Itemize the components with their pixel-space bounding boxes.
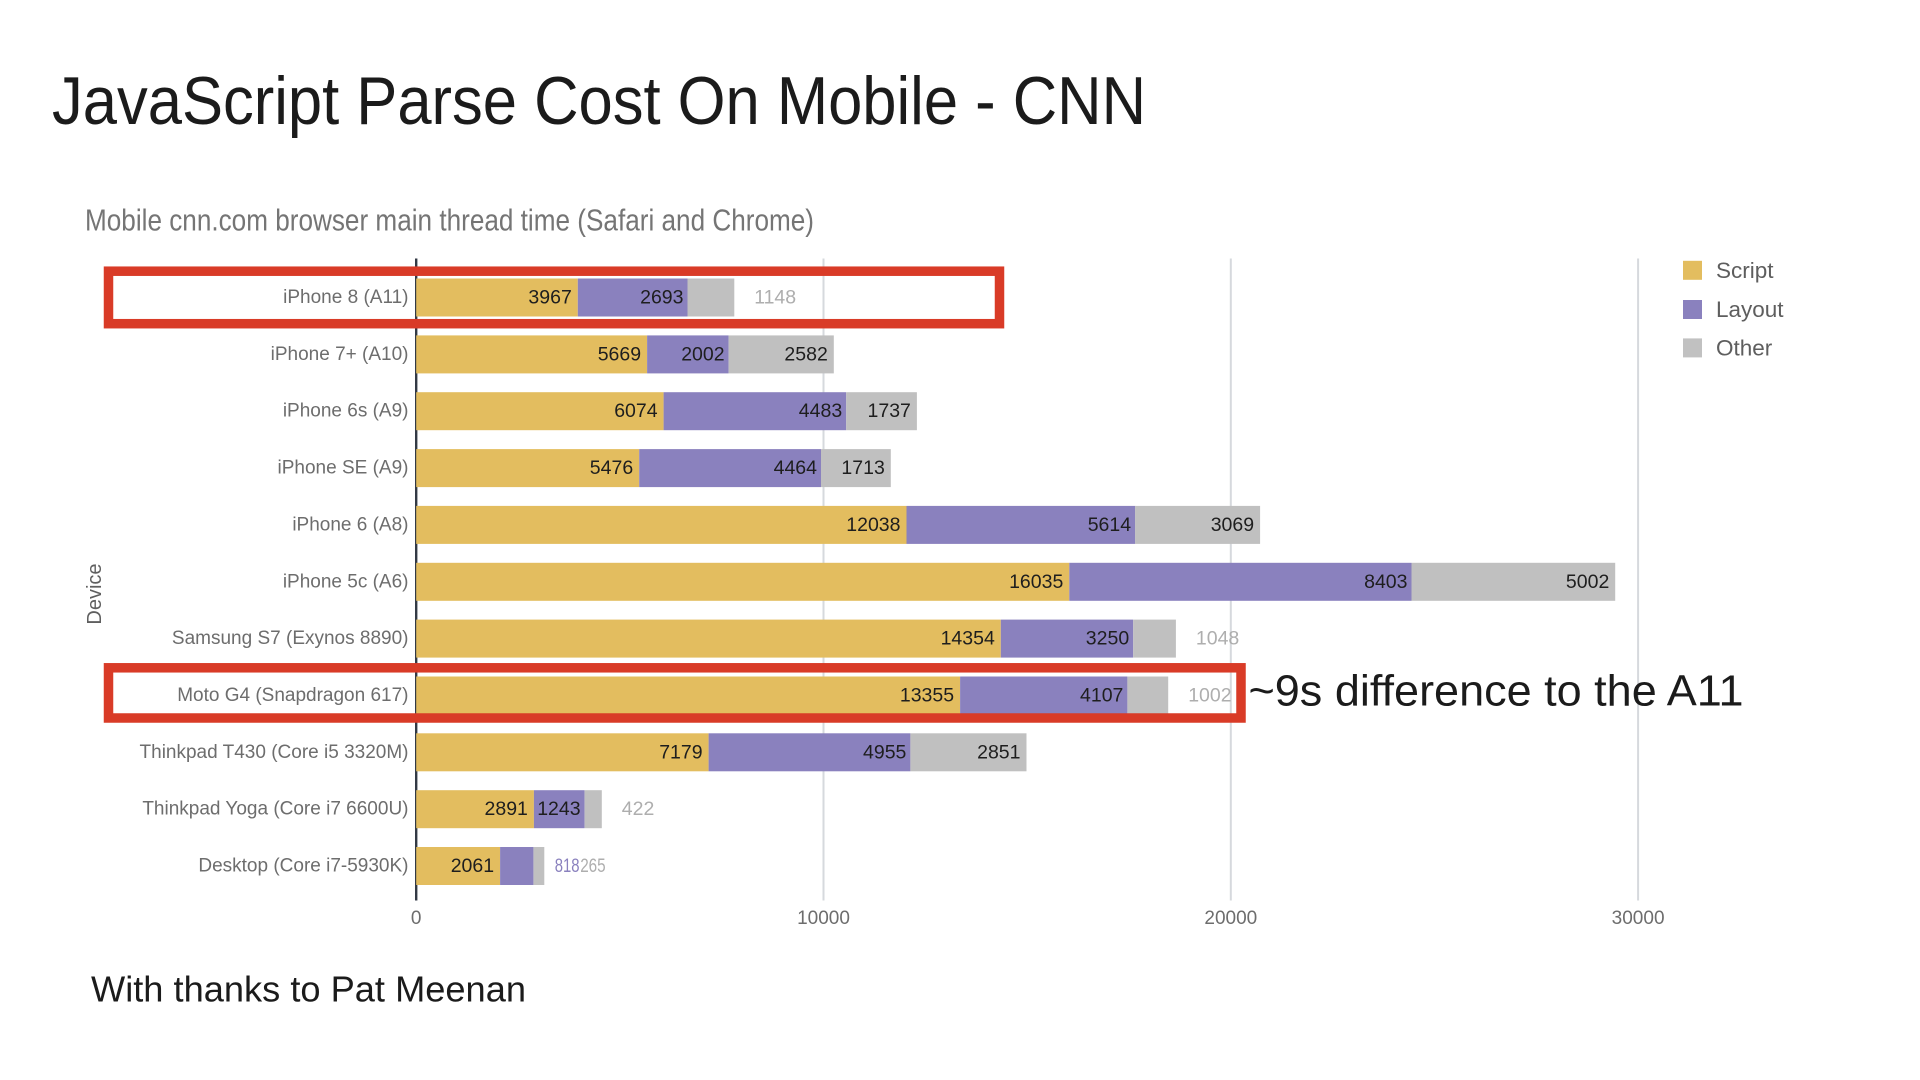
svg-text:1737: 1737 (868, 400, 911, 422)
svg-text:1048: 1048 (1196, 628, 1239, 650)
svg-text:4955: 4955 (863, 741, 907, 763)
svg-text:5476: 5476 (590, 457, 633, 479)
svg-text:1148: 1148 (754, 287, 796, 309)
svg-text:Layout: Layout (1716, 297, 1784, 322)
svg-text:Other: Other (1716, 335, 1773, 360)
svg-text:1243: 1243 (537, 798, 580, 820)
svg-text:iPhone 8 (A11): iPhone 8 (A11) (283, 287, 408, 308)
svg-text:2582: 2582 (784, 343, 827, 365)
svg-text:2851: 2851 (977, 741, 1020, 763)
svg-text:0: 0 (411, 908, 422, 929)
svg-text:iPhone 6s (A9): iPhone 6s (A9) (283, 401, 409, 422)
svg-text:2002: 2002 (681, 343, 724, 365)
svg-text:Thinkpad Yoga (Core i7 6600U): Thinkpad Yoga (Core i7 6600U) (142, 799, 408, 820)
svg-text:iPhone 5c (A6): iPhone 5c (A6) (283, 571, 409, 592)
svg-text:20000: 20000 (1204, 908, 1257, 929)
svg-text:16035: 16035 (1009, 571, 1063, 593)
svg-text:iPhone 7+ (A10): iPhone 7+ (A10) (271, 344, 409, 365)
svg-text:6074: 6074 (614, 400, 658, 422)
svg-text:Device: Device (84, 563, 106, 624)
svg-text:5614: 5614 (1088, 514, 1132, 536)
svg-text:JavaScript Parse Cost On Mobil: JavaScript Parse Cost On Mobile - CNN (52, 63, 1146, 139)
svg-text:10000: 10000 (797, 908, 850, 929)
svg-text:13355: 13355 (900, 685, 954, 707)
svg-text:14354: 14354 (941, 628, 995, 650)
svg-text:818: 818 (555, 855, 580, 877)
svg-text:Script: Script (1716, 258, 1774, 283)
svg-text:Samsung S7 (Exynos 8890): Samsung S7 (Exynos 8890) (172, 628, 409, 649)
svg-text:5669: 5669 (598, 343, 641, 365)
svg-text:30000: 30000 (1612, 908, 1665, 929)
svg-text:1713: 1713 (841, 457, 884, 479)
svg-text:3069: 3069 (1211, 514, 1254, 536)
svg-text:3967: 3967 (528, 287, 571, 309)
svg-text:7179: 7179 (659, 741, 702, 763)
svg-text:Moto G4 (Snapdragon 617): Moto G4 (Snapdragon 617) (177, 685, 408, 706)
svg-text:2891: 2891 (485, 798, 528, 820)
svg-text:Mobile cnn.com browser main th: Mobile cnn.com browser main thread time … (85, 204, 814, 238)
svg-text:~9s difference to the A11: ~9s difference to the A11 (1249, 667, 1744, 716)
svg-text:422: 422 (622, 798, 655, 820)
svg-text:4107: 4107 (1080, 685, 1123, 707)
svg-text:With thanks to Pat Meenan: With thanks to Pat Meenan (91, 968, 526, 1009)
svg-text:2693: 2693 (640, 287, 683, 309)
svg-text:Thinkpad T430 (Core i5 3320M): Thinkpad T430 (Core i5 3320M) (140, 742, 409, 763)
svg-text:5002: 5002 (1566, 571, 1609, 593)
svg-text:3250: 3250 (1086, 628, 1130, 650)
svg-text:Desktop (Core i7-5930K): Desktop (Core i7-5930K) (198, 856, 408, 877)
svg-text:1002: 1002 (1188, 685, 1231, 707)
svg-text:iPhone SE (A9): iPhone SE (A9) (278, 458, 409, 479)
svg-text:265: 265 (580, 855, 606, 877)
svg-text:12038: 12038 (846, 514, 900, 536)
svg-text:2061: 2061 (451, 855, 494, 877)
svg-text:4464: 4464 (774, 457, 818, 479)
svg-text:4483: 4483 (799, 400, 842, 422)
svg-text:8403: 8403 (1364, 571, 1407, 593)
svg-text:iPhone 6 (A8): iPhone 6 (A8) (292, 514, 408, 535)
